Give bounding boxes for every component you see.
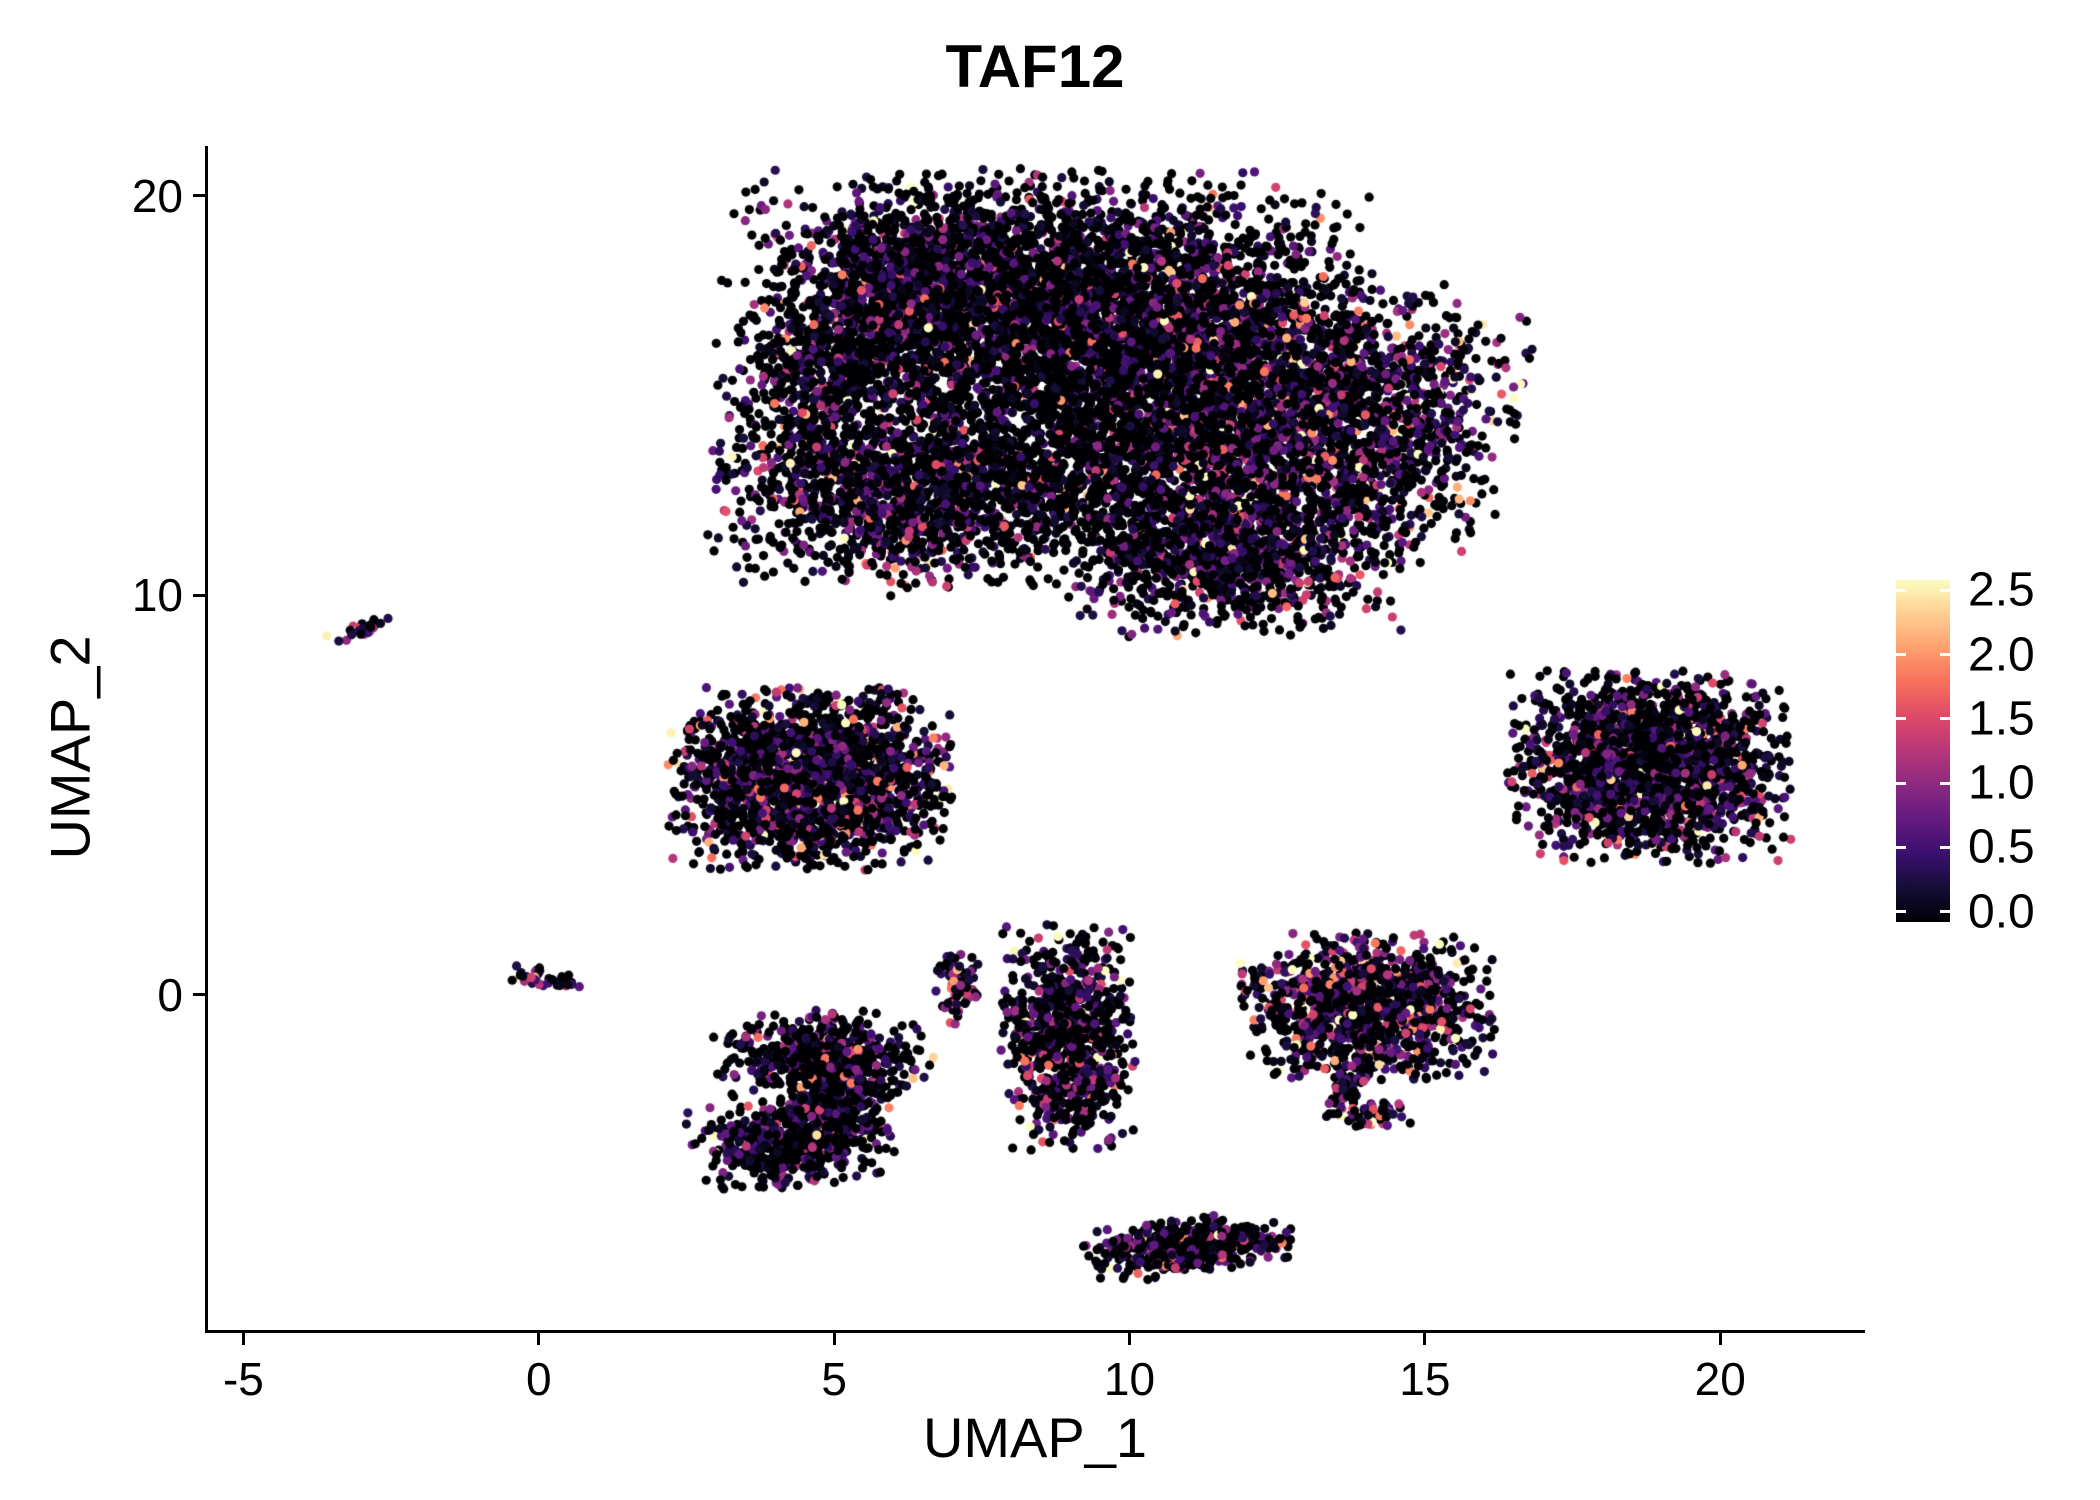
x-tick-label: -5 [222,1353,264,1405]
colorbar-tick-label: 2.5 [1968,563,2035,617]
x-tick-mark [1128,1330,1131,1345]
x-tick-label: 20 [1694,1353,1746,1405]
y-axis-line [205,146,208,1333]
colorbar-tick-label: 2.0 [1968,628,2035,682]
y-tick-mark [193,593,208,597]
x-axis-line [205,1330,1865,1333]
colorbar-tick-mark [1940,717,1950,721]
y-axis-label: UMAP_2 [38,635,102,860]
y-tick-mark [193,194,208,198]
x-axis-label: UMAP_1 [922,1406,1148,1469]
colorbar-tick-mark [1896,910,1906,914]
colorbar-tick-mark [1896,717,1906,721]
x-tick-label: 15 [1399,1353,1451,1405]
colorbar-tick-label: 1.0 [1968,756,2035,810]
x-tick-mark [1718,1330,1722,1345]
y-tick-label: 10 [131,569,183,622]
scatter-points-canvas [208,148,1862,1330]
x-tick-mark [241,1330,245,1345]
colorbar-tick-mark [1940,910,1950,914]
colorbar-tick-label: 0.0 [1968,885,2035,939]
x-tick-label: 0 [526,1353,552,1405]
plot-title: TAF12 [945,33,1125,100]
colorbar-tick-label: 0.5 [1968,820,2035,874]
colorbar-tick-mark [1896,845,1906,849]
x-tick-mark [832,1330,836,1345]
colorbar-tick-mark [1940,588,1950,592]
colorbar-tick-mark [1940,653,1950,657]
y-tick-label: 20 [131,169,183,222]
colorbar-tick-label: 1.5 [1968,692,2035,746]
colorbar-tick-mark [1896,653,1906,657]
colorbar-tick-mark [1896,781,1906,785]
colorbar-gradient [1896,580,1950,922]
colorbar-tick-mark [1940,845,1950,849]
x-tick-label: 10 [1103,1353,1156,1405]
y-tick-label: 0 [157,968,183,1021]
x-tick-label: 5 [821,1353,847,1405]
colorbar-tick-mark [1940,781,1950,785]
x-tick-mark [537,1330,541,1345]
y-tick-mark [193,993,208,997]
x-tick-mark [1423,1330,1427,1345]
colorbar-tick-mark [1896,588,1906,592]
